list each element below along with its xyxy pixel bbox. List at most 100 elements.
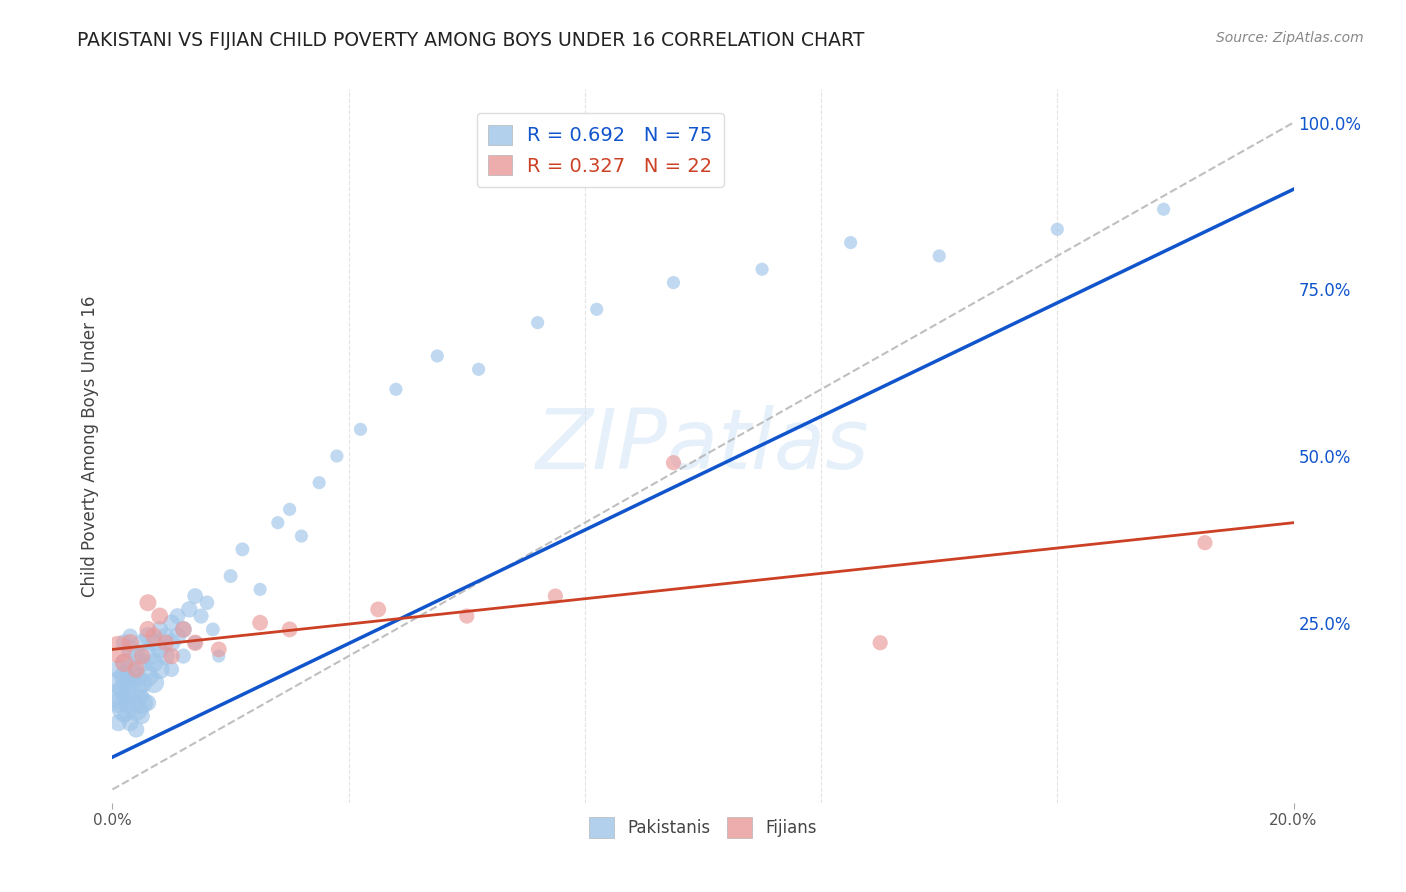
Point — [112, 656, 135, 670]
Point — [308, 475, 330, 490]
Point — [349, 422, 371, 436]
Point — [149, 609, 172, 624]
Point — [385, 382, 408, 396]
Point — [662, 456, 685, 470]
Point — [131, 649, 153, 664]
Point — [249, 615, 271, 630]
Point — [136, 649, 159, 664]
Text: PAKISTANI VS FIJIAN CHILD POVERTY AMONG BOYS UNDER 16 CORRELATION CHART: PAKISTANI VS FIJIAN CHILD POVERTY AMONG … — [77, 31, 865, 50]
Point — [526, 316, 548, 330]
Point — [107, 696, 129, 710]
Point — [125, 702, 148, 716]
Point — [585, 302, 607, 317]
Point — [662, 276, 685, 290]
Point — [172, 649, 194, 664]
Point — [155, 649, 177, 664]
Point — [120, 715, 142, 730]
Point — [160, 615, 183, 630]
Point — [278, 502, 301, 516]
Point — [142, 656, 165, 670]
Point — [142, 675, 165, 690]
Point — [208, 649, 231, 664]
Point — [107, 662, 129, 676]
Point — [120, 696, 142, 710]
Point — [120, 662, 142, 676]
Point — [112, 689, 135, 703]
Point — [231, 542, 253, 557]
Point — [136, 669, 159, 683]
Point — [120, 642, 142, 657]
Point — [184, 636, 207, 650]
Point — [544, 589, 567, 603]
Point — [190, 609, 212, 624]
Point — [136, 596, 159, 610]
Point — [112, 669, 135, 683]
Point — [131, 656, 153, 670]
Point — [1046, 222, 1069, 236]
Point — [160, 649, 183, 664]
Point — [166, 609, 188, 624]
Point — [107, 642, 129, 657]
Point — [184, 589, 207, 603]
Point — [125, 723, 148, 737]
Point — [120, 636, 142, 650]
Point — [125, 682, 148, 697]
Point — [219, 569, 242, 583]
Point — [131, 675, 153, 690]
Point — [179, 602, 201, 616]
Point — [131, 636, 153, 650]
Point — [155, 629, 177, 643]
Point — [107, 675, 129, 690]
Point — [184, 636, 207, 650]
Point — [107, 715, 129, 730]
Point — [136, 696, 159, 710]
Point — [869, 636, 891, 650]
Point — [201, 623, 224, 637]
Point — [131, 696, 153, 710]
Point — [155, 636, 177, 650]
Point — [166, 629, 188, 643]
Point — [131, 689, 153, 703]
Point — [1194, 535, 1216, 549]
Point — [142, 636, 165, 650]
Point — [928, 249, 950, 263]
Point — [195, 596, 218, 610]
Point — [208, 642, 231, 657]
Text: ZIPatlas: ZIPatlas — [536, 406, 870, 486]
Point — [249, 582, 271, 597]
Point — [107, 689, 129, 703]
Point — [112, 656, 135, 670]
Point — [136, 629, 159, 643]
Point — [467, 362, 489, 376]
Point — [112, 702, 135, 716]
Point — [131, 709, 153, 723]
Point — [149, 623, 172, 637]
Point — [426, 349, 449, 363]
Point — [112, 709, 135, 723]
Y-axis label: Child Poverty Among Boys Under 16: Child Poverty Among Boys Under 16 — [80, 295, 98, 597]
Point — [326, 449, 349, 463]
Point — [172, 623, 194, 637]
Point — [149, 642, 172, 657]
Point — [160, 636, 183, 650]
Point — [142, 629, 165, 643]
Point — [172, 623, 194, 637]
Point — [125, 649, 148, 664]
Point — [839, 235, 862, 250]
Point — [456, 609, 478, 624]
Point — [120, 629, 142, 643]
Point — [120, 675, 142, 690]
Text: Source: ZipAtlas.com: Source: ZipAtlas.com — [1216, 31, 1364, 45]
Point — [278, 623, 301, 637]
Point — [267, 516, 290, 530]
Point — [149, 662, 172, 676]
Legend: Pakistanis, Fijians: Pakistanis, Fijians — [582, 811, 824, 845]
Point — [367, 602, 389, 616]
Point — [751, 262, 773, 277]
Point — [125, 662, 148, 676]
Point — [112, 636, 135, 650]
Point — [290, 529, 312, 543]
Point — [125, 669, 148, 683]
Point — [136, 623, 159, 637]
Point — [112, 682, 135, 697]
